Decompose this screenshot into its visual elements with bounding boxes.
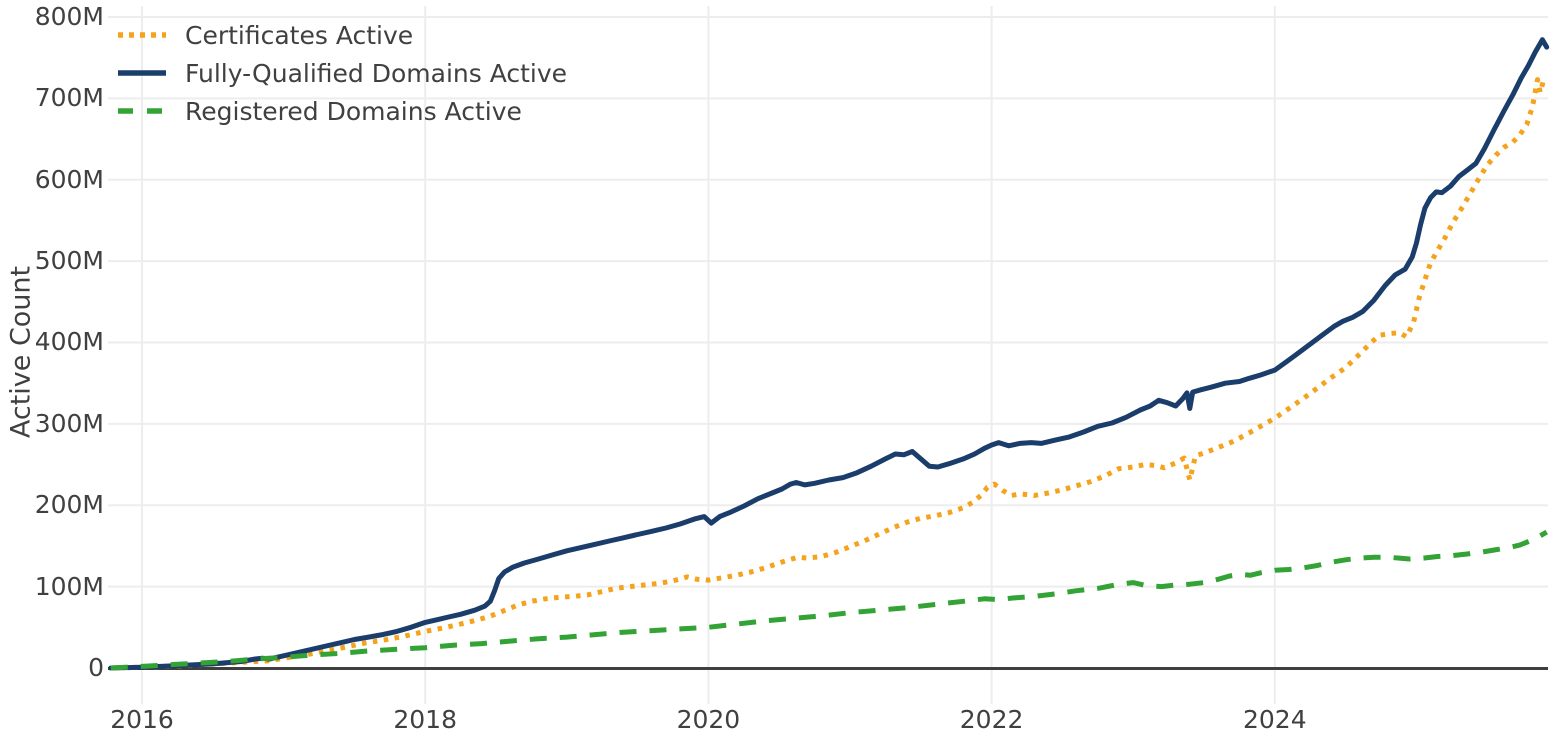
x-tick-label-2022: 2022 xyxy=(959,705,1024,734)
x-tick-label-2016: 2016 xyxy=(110,705,174,734)
series-line-registered-domains-active xyxy=(110,529,1548,671)
legend: Certificates Active Fully-Qualified Doma… xyxy=(118,16,567,130)
legend-item-certificates-active[interactable]: Certificates Active xyxy=(118,16,567,54)
legend-item-registered-domains-active[interactable]: Registered Domains Active xyxy=(118,92,567,130)
legend-swatch-dotted-line xyxy=(118,32,166,38)
legend-swatch-solid-line xyxy=(118,70,166,76)
series-line-fully-qualified-domains-active xyxy=(108,37,1550,671)
x-tick-label-2020: 2020 xyxy=(676,705,741,734)
y-tick-label-100M: 100M xyxy=(34,571,104,601)
legend-item-fully-qualified-domains-active[interactable]: Fully-Qualified Domains Active xyxy=(118,54,567,92)
series-line-certificates-active xyxy=(110,77,1547,671)
legend-label-certificates-active: Certificates Active xyxy=(185,20,414,50)
y-tick-label-700M: 700M xyxy=(34,83,104,113)
y-tick-label-0: 0 xyxy=(88,653,104,682)
y-tick-label-500M: 500M xyxy=(34,246,104,276)
y-tick-label-800M: 800M xyxy=(34,1,104,31)
x-tick-label-2024: 2024 xyxy=(1242,705,1307,734)
legend-label-fully-qualified-domains-active: Fully-Qualified Domains Active xyxy=(185,58,568,88)
y-tick-label-300M: 300M xyxy=(34,408,104,438)
y-tick-label-600M: 600M xyxy=(34,164,104,194)
y-tick-label-400M: 400M xyxy=(34,327,104,357)
y-tick-label-200M: 200M xyxy=(34,490,104,520)
legend-swatch-dashed-line xyxy=(118,108,166,114)
legend-label-registered-domains-active: Registered Domains Active xyxy=(185,96,522,126)
x-tick-label-2018: 2018 xyxy=(393,705,457,734)
